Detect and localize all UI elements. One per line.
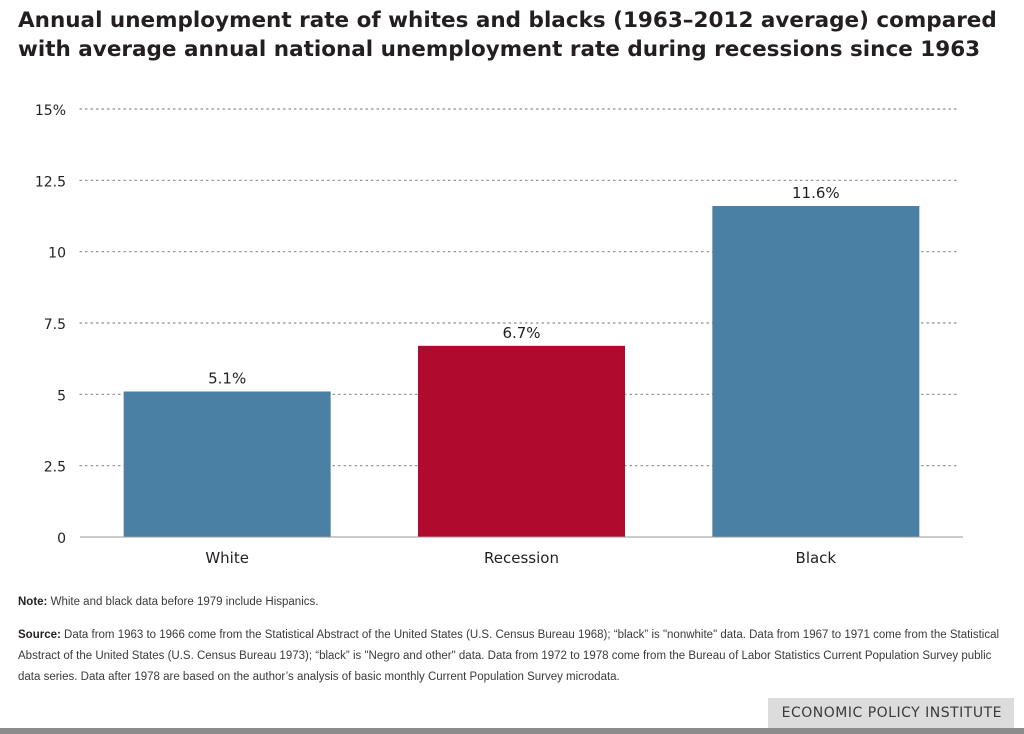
source-note: Source: Data from 1963 to 1966 come from… [18,625,1008,688]
x-tick-label: White [205,549,249,567]
y-tick-label: 10 [48,246,66,262]
bar-recession [418,345,625,537]
note: Note: White and black data before 1979 i… [18,592,1008,613]
bar-value-label: 6.7% [502,324,540,342]
bar-black [712,206,920,537]
note-label: Note: [18,596,48,608]
bars: 5.1% 6.7% 11.6% [123,184,920,537]
bar-white [123,391,331,537]
source-text: Data from 1963 to 1966 come from the Sta… [18,629,1000,683]
footer-band [0,728,1024,734]
y-tick-label: 5 [57,388,66,404]
y-tick-label: 7.5 [44,317,66,333]
x-tick-label: Black [796,549,837,567]
source-label: Source: [18,629,61,641]
x-tick-label: Recession [484,549,559,567]
chart-title: Annual unemployment rate of whites and b… [18,8,997,62]
note-text: White and black data before 1979 include… [47,596,319,608]
brand-name: ECONOMIC POLICY INSTITUTE [781,705,1002,721]
y-tick-label: 15% [35,103,66,119]
x-axis-ticks: White Recession Black [205,549,836,567]
y-tick-label: 0 [57,531,66,547]
bar-chart: 0 2.5 5 7.5 10 12.5 15% 5.1% 6.7% 11.6% White Rec… [35,103,963,567]
brand-box: ECONOMIC POLICY INSTITUTE [767,698,1014,728]
y-axis-ticks: 0 2.5 5 7.5 10 12.5 15% [35,103,66,547]
bar-value-label: 5.1% [208,369,246,387]
y-tick-label: 12.5 [35,174,66,190]
bar-value-label: 11.6% [792,184,840,202]
y-tick-label: 2.5 [44,460,66,476]
